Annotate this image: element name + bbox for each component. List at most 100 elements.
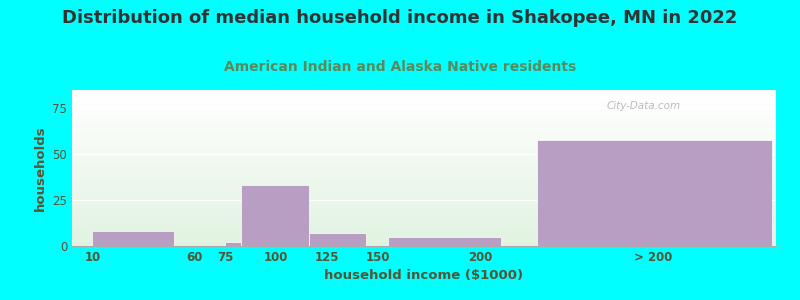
Bar	[72, 197, 776, 198]
Bar	[72, 138, 776, 139]
Bar	[72, 102, 776, 103]
Bar	[72, 106, 776, 107]
Bar	[72, 210, 776, 211]
Bar	[72, 215, 776, 216]
Bar	[72, 181, 776, 182]
Bar	[72, 118, 776, 119]
Bar	[72, 98, 776, 99]
Bar	[72, 168, 776, 169]
Bar	[72, 186, 776, 187]
Bar	[72, 113, 776, 114]
Bar	[72, 90, 776, 91]
X-axis label: household income ($1000): household income ($1000)	[325, 269, 523, 282]
Bar	[72, 127, 776, 128]
Bar	[72, 145, 776, 146]
Bar	[72, 191, 776, 192]
Bar	[72, 180, 776, 181]
Bar	[72, 172, 776, 173]
Bar	[388, 237, 501, 246]
Bar	[72, 112, 776, 113]
Bar	[72, 107, 776, 108]
Bar	[72, 173, 776, 174]
Bar	[72, 142, 776, 143]
Bar	[72, 124, 776, 125]
Bar	[72, 108, 776, 109]
Bar	[72, 239, 776, 240]
Bar	[72, 129, 776, 130]
Bar	[72, 92, 776, 93]
Bar	[72, 111, 776, 112]
Bar	[72, 110, 776, 111]
Bar	[72, 175, 776, 176]
Bar	[72, 159, 776, 160]
Bar	[72, 221, 776, 222]
Bar	[72, 170, 776, 171]
Bar	[72, 149, 776, 150]
Bar	[72, 178, 776, 179]
Bar	[72, 105, 776, 106]
Bar	[72, 165, 776, 166]
Bar	[72, 177, 776, 178]
Bar	[72, 176, 776, 177]
Bar	[72, 137, 776, 138]
Bar	[72, 132, 776, 133]
Bar	[72, 240, 776, 241]
Bar	[72, 120, 776, 121]
Bar	[72, 144, 776, 145]
Bar	[72, 224, 776, 225]
Bar	[72, 123, 776, 124]
Bar	[72, 150, 776, 151]
Bar	[72, 109, 776, 110]
Bar	[72, 223, 776, 224]
Text: American Indian and Alaska Native residents: American Indian and Alaska Native reside…	[224, 60, 576, 74]
Bar	[72, 222, 776, 223]
Bar	[72, 196, 776, 197]
Bar	[72, 242, 776, 243]
Bar	[72, 182, 776, 183]
Bar	[72, 185, 776, 186]
Bar	[72, 241, 776, 242]
Bar	[72, 244, 776, 245]
Bar	[72, 130, 776, 131]
Bar	[72, 213, 776, 214]
Bar	[72, 154, 776, 155]
Bar	[72, 114, 776, 115]
Bar	[72, 126, 776, 127]
Bar	[72, 94, 776, 95]
Bar	[72, 187, 776, 188]
Bar	[225, 242, 242, 246]
Bar	[72, 184, 776, 185]
Bar	[72, 228, 776, 229]
Bar	[72, 217, 776, 218]
Bar	[72, 183, 776, 184]
Bar	[72, 128, 776, 129]
Bar	[72, 95, 776, 96]
Bar	[72, 190, 776, 191]
Bar	[72, 194, 776, 195]
Bar	[72, 179, 776, 180]
Bar	[72, 116, 776, 117]
Bar	[72, 171, 776, 172]
Y-axis label: households: households	[34, 125, 46, 211]
Bar	[72, 131, 776, 132]
Bar	[72, 161, 776, 162]
Bar	[72, 121, 776, 122]
Bar	[72, 230, 776, 231]
Bar	[72, 156, 776, 157]
Bar	[72, 163, 776, 164]
Bar	[72, 153, 776, 154]
Bar	[72, 139, 776, 140]
Bar	[72, 136, 776, 137]
Bar	[72, 148, 776, 149]
Bar	[72, 117, 776, 118]
Bar	[72, 133, 776, 134]
Text: City-Data.com: City-Data.com	[607, 101, 681, 111]
Bar	[72, 195, 776, 196]
Bar	[72, 220, 776, 221]
Bar	[72, 208, 776, 209]
Bar	[72, 158, 776, 159]
Bar	[72, 93, 776, 94]
Bar	[72, 235, 776, 236]
Bar	[72, 174, 776, 175]
Bar	[72, 234, 776, 235]
